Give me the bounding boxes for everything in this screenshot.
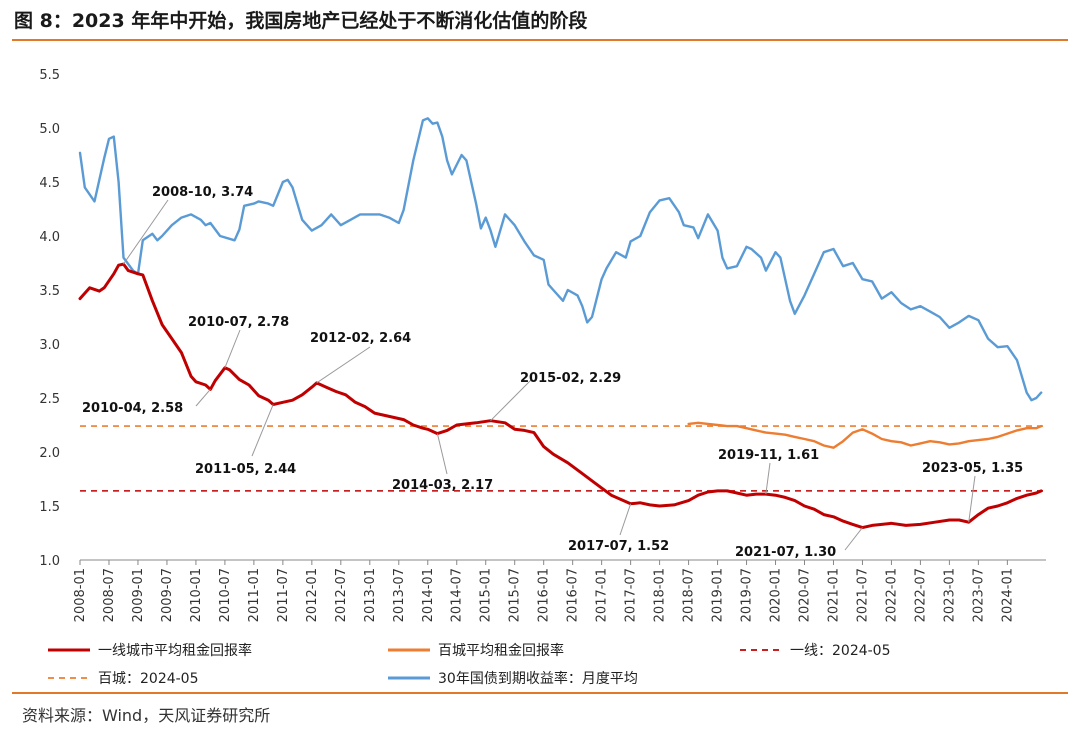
legend-label: 一线：2024-05 — [790, 643, 891, 659]
annotation-label: 2023-05, 1.35 — [922, 461, 1023, 476]
annotation-leader — [123, 199, 169, 265]
annotation-label: 2010-04, 2.58 — [82, 401, 183, 416]
legend-label: 百城：2024-05 — [98, 671, 199, 687]
x-tick-label: 2017-07 — [624, 568, 639, 622]
y-tick-label: 3.0 — [39, 338, 60, 353]
series-line — [78, 117, 1043, 402]
x-tick-label: 2011-01 — [247, 568, 262, 622]
x-tick-label: 2014-07 — [450, 568, 465, 622]
title-divider — [12, 39, 1068, 41]
annotation-label: 2008-10, 3.74 — [152, 185, 253, 200]
y-tick-label: 5.0 — [39, 122, 60, 137]
annotation-label: 2021-07, 1.30 — [735, 545, 836, 560]
legend-label: 百城平均租金回报率 — [438, 642, 564, 659]
series-line — [687, 421, 1043, 449]
series-line — [78, 262, 1043, 530]
y-tick-label: 2.5 — [39, 392, 60, 407]
annotation-label: 2017-07, 1.52 — [568, 539, 669, 554]
x-tick-label: 2018-07 — [682, 568, 697, 622]
x-tick-label: 2023-07 — [971, 568, 986, 622]
x-tick-label: 2009-07 — [160, 568, 175, 622]
y-tick-label: 3.5 — [39, 284, 60, 299]
source-divider — [12, 692, 1068, 694]
y-tick-label: 1.5 — [39, 500, 60, 515]
annotation-leader — [316, 346, 371, 384]
x-tick-label: 2021-07 — [855, 568, 870, 622]
annotation-label: 2010-07, 2.78 — [188, 315, 289, 330]
y-tick-label: 2.0 — [39, 446, 60, 461]
chart-title: 图 8：2023 年年中开始，我国房地产已经处于不断消化估值的阶段 — [14, 10, 588, 32]
x-tick-label: 2010-07 — [218, 568, 233, 622]
x-tick-label: 2022-01 — [884, 568, 899, 622]
annotation-leader — [251, 404, 274, 457]
x-tick-label: 2016-01 — [537, 568, 552, 622]
x-tick-label: 2009-01 — [131, 568, 146, 622]
x-tick-label: 2024-01 — [1000, 568, 1015, 622]
x-tick-label: 2016-07 — [566, 568, 581, 622]
x-tick-label: 2015-01 — [479, 568, 494, 622]
x-tick-label: 2013-07 — [392, 568, 407, 622]
x-tick-label: 2010-01 — [189, 568, 204, 622]
x-tick-label: 2018-01 — [653, 568, 668, 622]
x-tick-label: 2020-07 — [798, 568, 813, 622]
x-tick-label: 2012-07 — [334, 568, 349, 622]
annotation-leader — [224, 329, 241, 368]
x-tick-label: 2020-01 — [769, 568, 784, 622]
x-tick-label: 2019-01 — [711, 568, 726, 622]
x-tick-label: 2013-01 — [363, 568, 378, 622]
legend-label: 一线城市平均租金回报率 — [98, 642, 252, 659]
annotation-label: 2015-02, 2.29 — [520, 371, 621, 386]
annotation-leader — [968, 475, 976, 523]
y-tick-label: 5.5 — [39, 68, 60, 83]
x-tick-label: 2021-01 — [826, 568, 841, 622]
x-tick-label: 2022-07 — [913, 568, 928, 622]
annotation-label: 2014-03, 2.17 — [392, 478, 493, 493]
annotation-leader — [844, 527, 863, 551]
annotation-leader — [619, 503, 632, 536]
x-tick-label: 2017-01 — [595, 568, 610, 622]
y-tick-label: 4.5 — [39, 176, 60, 191]
annotation-leader — [436, 433, 448, 475]
annotation-label: 2019-11, 1.61 — [718, 448, 819, 463]
annotation-leader — [490, 378, 533, 422]
x-tick-label: 2014-01 — [421, 568, 436, 622]
annotation-label: 2011-05, 2.44 — [195, 462, 296, 477]
annotation-leader — [765, 462, 771, 495]
annotation-label: 2012-02, 2.64 — [310, 331, 411, 346]
x-tick-label: 2008-07 — [102, 568, 117, 622]
x-tick-label: 2015-07 — [508, 568, 523, 622]
x-tick-label: 2012-01 — [305, 568, 320, 622]
x-tick-label: 2011-07 — [276, 568, 291, 622]
y-tick-label: 4.0 — [39, 230, 60, 245]
source-note: 资料来源：Wind，天风证券研究所 — [22, 706, 271, 725]
y-tick-label: 1.0 — [39, 554, 60, 569]
legend-label: 30年国债到期收益率：月度平均 — [438, 670, 638, 687]
x-tick-label: 2019-07 — [740, 568, 755, 622]
x-tick-label: 2023-01 — [942, 568, 957, 622]
x-tick-label: 2008-01 — [73, 568, 88, 622]
annotation-leader — [195, 389, 211, 407]
